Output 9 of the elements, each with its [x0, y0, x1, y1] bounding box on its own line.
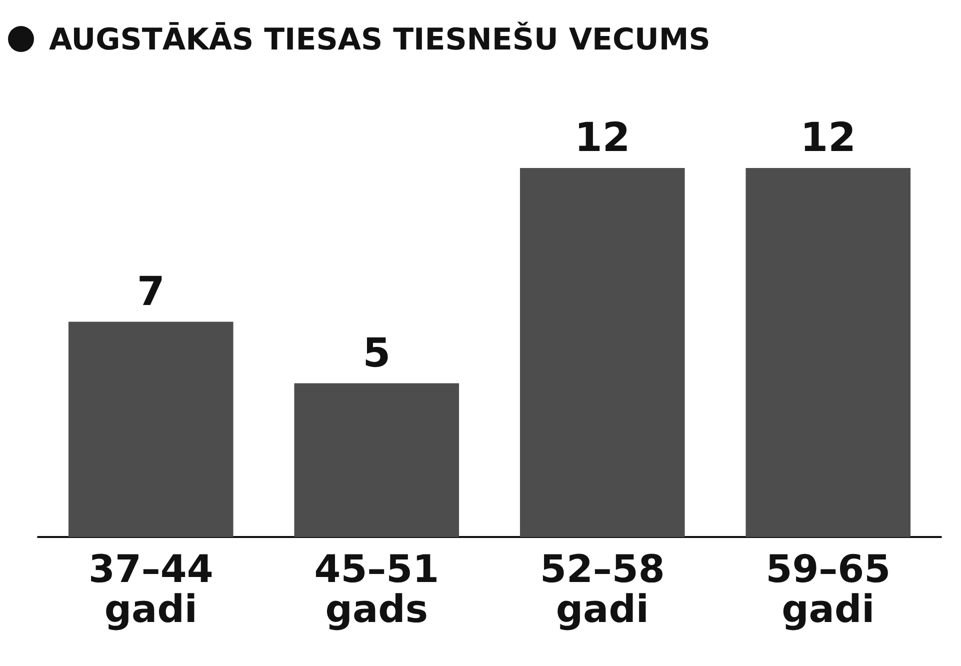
x-tick-label: 59–65 gadi [766, 547, 891, 631]
data-label: 5 [362, 330, 391, 376]
data-label: 12 [574, 115, 630, 161]
data-label: 12 [800, 115, 856, 161]
x-tick-label: 52–58 gadi [540, 547, 665, 631]
data-label: 7 [136, 268, 165, 315]
x-tick-label: 45–51 gads [314, 547, 440, 631]
x-tick-label: 37–44 gadi [88, 547, 214, 631]
chart-title: AUGSTĀKĀS TIESAS TIESNEŠU VECUMS [49, 22, 710, 58]
